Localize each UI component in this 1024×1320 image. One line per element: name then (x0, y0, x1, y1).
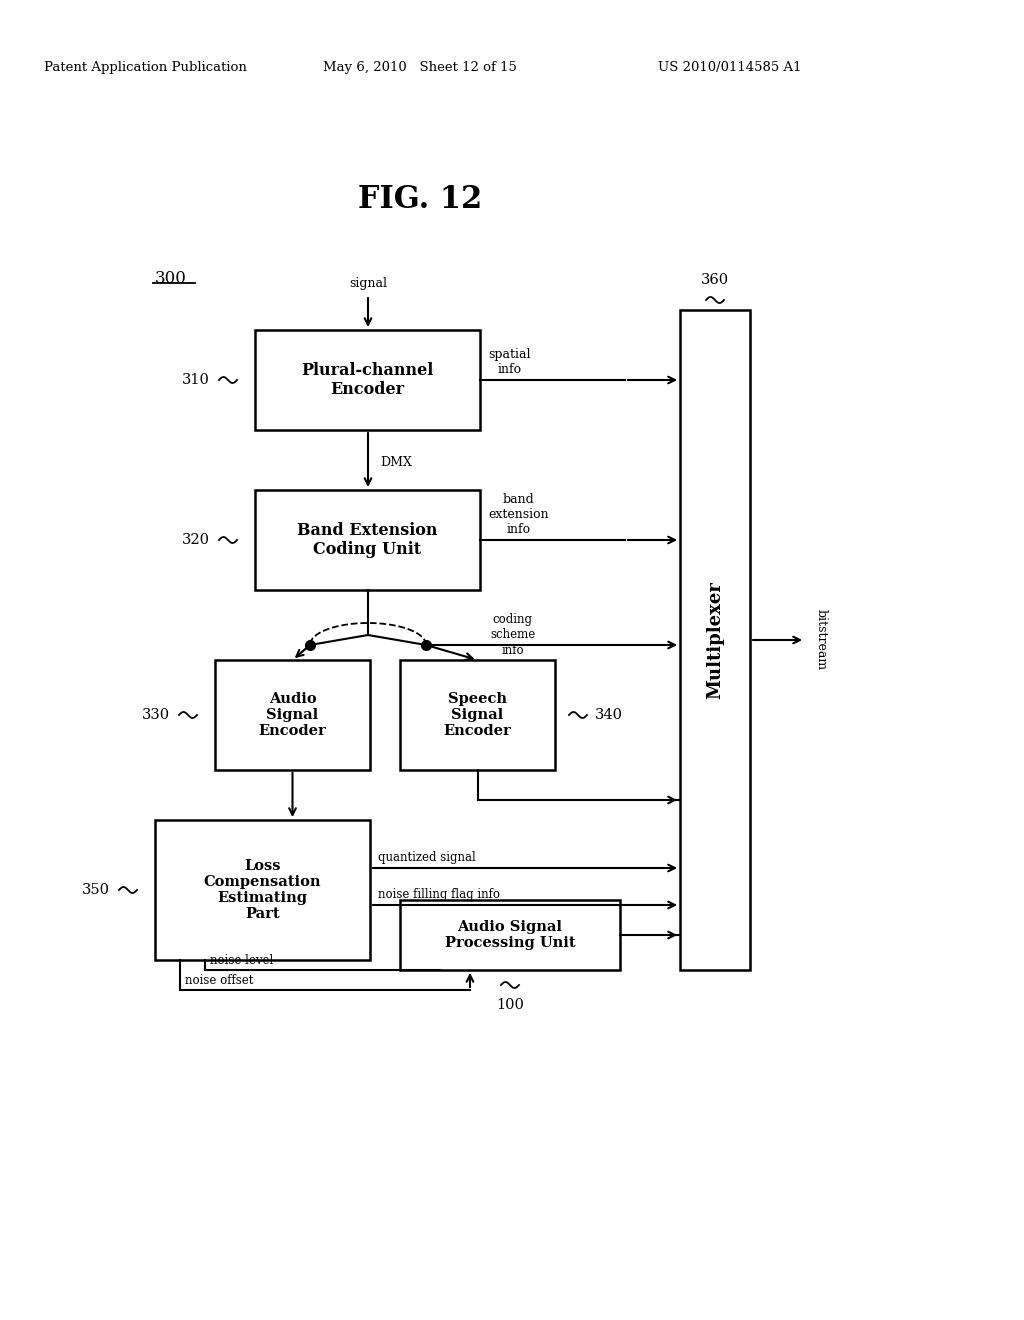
Text: signal: signal (349, 277, 387, 290)
Text: 350: 350 (82, 883, 110, 898)
Text: Band Extension
Coding Unit: Band Extension Coding Unit (297, 521, 437, 558)
Bar (400, 900, 620, 970)
Text: 340: 340 (595, 708, 623, 722)
Bar (215, 660, 370, 770)
Text: May 6, 2010   Sheet 12 of 15: May 6, 2010 Sheet 12 of 15 (323, 62, 517, 74)
Text: FIG. 12: FIG. 12 (357, 185, 482, 215)
Text: coding
scheme
info: coding scheme info (490, 614, 536, 656)
Bar (680, 310, 750, 970)
Bar (255, 330, 480, 430)
Text: Loss
Compensation
Estimating
Part: Loss Compensation Estimating Part (204, 859, 322, 921)
Text: US 2010/0114585 A1: US 2010/0114585 A1 (658, 62, 802, 74)
Text: Speech
Signal
Encoder: Speech Signal Encoder (443, 692, 511, 738)
Bar (155, 820, 370, 960)
Bar (255, 490, 480, 590)
Text: spatial
info: spatial info (488, 348, 530, 376)
Text: DMX: DMX (380, 455, 412, 469)
Text: 360: 360 (701, 273, 729, 286)
Text: band
extension
info: band extension info (488, 492, 549, 536)
Text: 330: 330 (142, 708, 170, 722)
Text: bitstream: bitstream (815, 610, 828, 671)
Text: noise level: noise level (210, 954, 273, 968)
Text: Multiplexer: Multiplexer (706, 581, 724, 698)
Text: Plural-channel
Encoder: Plural-channel Encoder (301, 362, 433, 399)
Text: Audio
Signal
Encoder: Audio Signal Encoder (259, 692, 327, 738)
Text: 310: 310 (182, 374, 210, 387)
Text: 320: 320 (182, 533, 210, 546)
Bar (400, 660, 555, 770)
Text: noise filling flag info: noise filling flag info (378, 888, 500, 902)
Text: 300: 300 (155, 271, 186, 286)
Text: Patent Application Publication: Patent Application Publication (44, 62, 247, 74)
Text: noise offset: noise offset (185, 974, 253, 987)
Text: 100: 100 (496, 998, 524, 1012)
Text: Audio Signal
Processing Unit: Audio Signal Processing Unit (444, 920, 575, 950)
Text: quantized signal: quantized signal (378, 851, 476, 865)
